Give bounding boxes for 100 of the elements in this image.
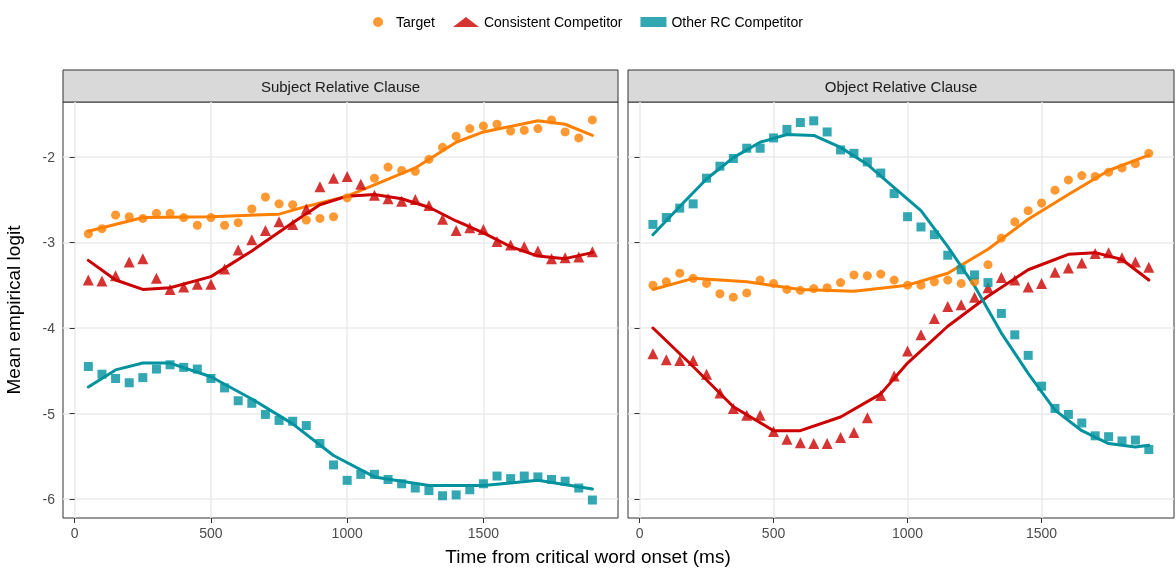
point xyxy=(956,265,966,275)
point xyxy=(728,153,738,163)
point xyxy=(110,270,122,282)
chart-title: Object Relative Clause xyxy=(824,77,978,95)
point xyxy=(233,218,243,228)
point xyxy=(328,172,340,184)
point xyxy=(424,486,434,496)
point xyxy=(769,278,779,288)
point xyxy=(781,433,793,445)
point xyxy=(687,355,699,366)
point xyxy=(1050,403,1060,413)
point xyxy=(492,119,502,129)
y-axis-title: Mean empirical logit xyxy=(3,224,24,395)
point xyxy=(191,278,203,290)
point xyxy=(573,251,585,263)
x-axis-title: Time from critical word onset (ms) xyxy=(445,545,731,567)
point xyxy=(586,246,598,258)
point xyxy=(1090,431,1100,441)
point xyxy=(178,281,190,293)
x-tick-label: 500 xyxy=(199,525,223,541)
point xyxy=(560,127,570,137)
point xyxy=(768,426,780,438)
y-tick-label: -3 xyxy=(42,234,56,251)
point xyxy=(369,469,379,479)
point xyxy=(861,412,873,424)
point xyxy=(647,348,659,360)
point xyxy=(247,398,257,408)
point xyxy=(849,270,859,280)
point xyxy=(849,148,859,158)
point xyxy=(1090,171,1100,181)
point xyxy=(702,173,712,183)
point xyxy=(137,253,149,265)
point xyxy=(809,116,819,126)
point xyxy=(179,213,189,223)
point xyxy=(1129,256,1141,268)
point xyxy=(1049,266,1061,278)
point xyxy=(1130,435,1140,445)
point xyxy=(916,222,926,232)
point xyxy=(742,288,752,298)
point xyxy=(397,165,407,175)
point xyxy=(410,166,420,176)
point xyxy=(1143,261,1155,273)
point xyxy=(995,271,1007,283)
y-tick-label: -2 xyxy=(42,148,56,165)
x-tick-label: 0 xyxy=(70,525,79,541)
point xyxy=(164,283,176,295)
point xyxy=(219,263,231,275)
point xyxy=(123,256,135,268)
point xyxy=(741,409,753,421)
point xyxy=(368,189,380,201)
point xyxy=(675,203,685,213)
point xyxy=(260,409,270,419)
point xyxy=(836,278,846,288)
point xyxy=(179,362,189,372)
point xyxy=(233,396,243,406)
point xyxy=(206,373,216,383)
point xyxy=(424,154,434,164)
point xyxy=(727,402,739,414)
point xyxy=(983,260,993,270)
point xyxy=(903,212,913,222)
point xyxy=(1077,418,1087,428)
point xyxy=(288,200,298,210)
point xyxy=(795,285,805,295)
point xyxy=(574,133,584,143)
point xyxy=(82,274,94,286)
point xyxy=(943,250,953,260)
point xyxy=(111,210,121,220)
point xyxy=(1036,277,1048,289)
point xyxy=(383,162,393,172)
point xyxy=(1117,436,1127,446)
point xyxy=(889,275,899,285)
y-tick-label: -6 xyxy=(42,491,56,508)
point xyxy=(315,439,325,449)
point xyxy=(888,370,900,382)
point xyxy=(574,483,584,493)
point xyxy=(246,234,258,246)
point xyxy=(329,460,339,470)
point xyxy=(464,222,476,234)
point xyxy=(835,432,847,444)
point xyxy=(410,483,420,493)
legend-label: Target xyxy=(396,14,436,30)
point xyxy=(1063,409,1073,419)
point xyxy=(356,469,366,479)
point xyxy=(688,199,698,209)
point xyxy=(983,278,993,288)
point xyxy=(943,275,953,285)
point xyxy=(1023,350,1033,360)
point xyxy=(1062,262,1074,274)
point xyxy=(1009,274,1021,286)
point xyxy=(661,213,671,223)
point xyxy=(754,409,766,421)
point xyxy=(220,383,230,393)
x-tick-label: 500 xyxy=(761,525,786,541)
point xyxy=(329,212,339,222)
point xyxy=(928,313,940,325)
chart-title: Subject Relative Clause xyxy=(260,77,421,95)
point xyxy=(288,416,298,426)
point xyxy=(438,491,448,501)
point xyxy=(808,438,820,450)
point xyxy=(915,329,927,341)
